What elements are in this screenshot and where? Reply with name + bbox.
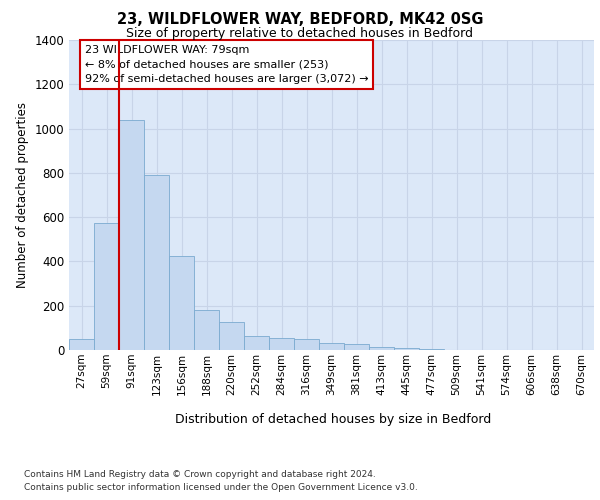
Text: 23 WILDFLOWER WAY: 79sqm
← 8% of detached houses are smaller (253)
92% of semi-d: 23 WILDFLOWER WAY: 79sqm ← 8% of detache… [85,44,368,84]
Bar [394,348,419,350]
Text: Size of property relative to detached houses in Bedford: Size of property relative to detached ho… [127,28,473,40]
Bar [219,322,244,350]
Bar [344,344,369,350]
Text: 23, WILDFLOWER WAY, BEDFORD, MK42 0SG: 23, WILDFLOWER WAY, BEDFORD, MK42 0SG [117,12,483,28]
Bar [69,339,94,350]
Y-axis label: Number of detached properties: Number of detached properties [16,102,29,288]
Bar [269,338,294,350]
Text: Distribution of detached houses by size in Bedford: Distribution of detached houses by size … [175,412,491,426]
Bar [419,349,444,350]
Bar [194,310,219,350]
Text: Contains HM Land Registry data © Crown copyright and database right 2024.: Contains HM Land Registry data © Crown c… [24,470,376,479]
Bar [319,344,344,350]
Bar [119,120,144,350]
Bar [169,256,194,350]
Bar [294,339,319,350]
Bar [369,346,394,350]
Bar [144,175,169,350]
Bar [244,336,269,350]
Bar [94,222,119,350]
Text: Contains public sector information licensed under the Open Government Licence v3: Contains public sector information licen… [24,482,418,492]
